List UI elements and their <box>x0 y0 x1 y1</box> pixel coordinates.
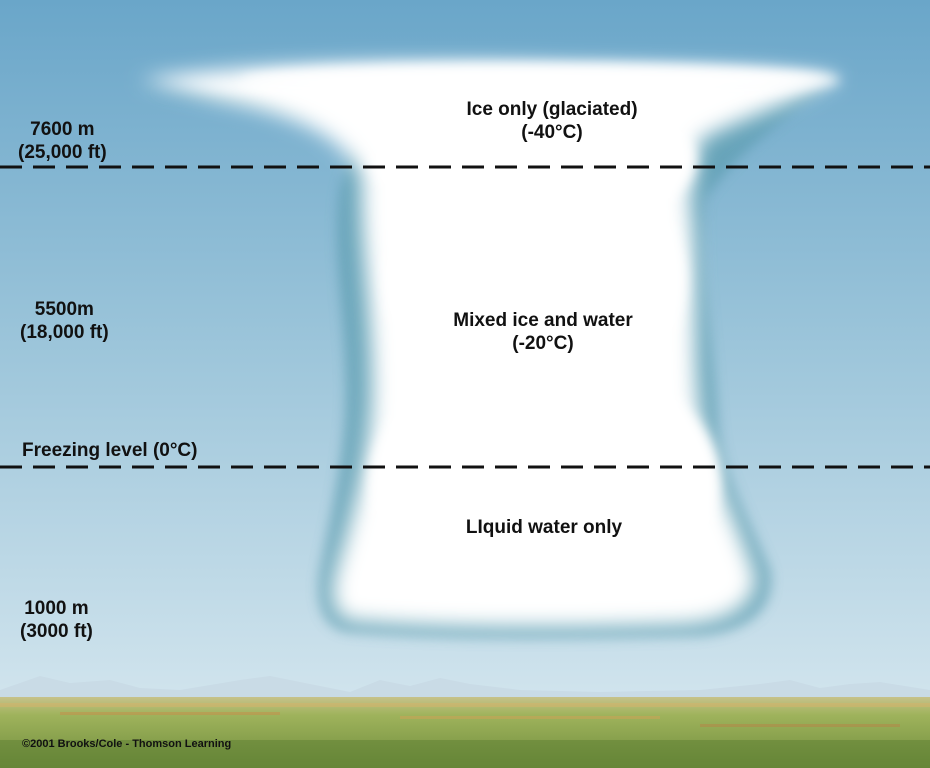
altitude-5500m-meters: 5500m <box>34 299 94 320</box>
freezing-level-label: Freezing level (0°C) <box>22 440 198 461</box>
zone-mixed-text: Mixed ice and water <box>453 310 633 331</box>
altitude-1000m-feet: (3000 ft) <box>20 621 93 642</box>
altitude-label-5500m: 5500m (18,000 ft) <box>20 298 109 344</box>
zone-ice-only-text: Ice only (glaciated) <box>466 99 638 120</box>
altitude-5500m-feet: (18,000 ft) <box>20 322 109 343</box>
altitude-label-7600m: 7600 m (25,000 ft) <box>18 118 107 164</box>
altitude-label-1000m: 1000 m (3000 ft) <box>20 597 93 643</box>
altitude-7600m-meters: 7600 m <box>30 119 95 140</box>
altitude-1000m-meters: 1000 m <box>24 598 89 619</box>
cloud-core <box>240 64 840 600</box>
zone-ice-only-temp: (-40°C) <box>521 122 583 143</box>
zone-label-liquid: LIquid water only <box>465 517 623 538</box>
ground-texture <box>0 703 930 768</box>
zone-label-ice-only: Ice only (glaciated) (-40°C) <box>466 98 637 144</box>
altitude-7600m-feet: (25,000 ft) <box>18 142 107 163</box>
zone-label-mixed: Mixed ice and water (-20°C) <box>453 309 633 355</box>
copyright-notice: ©2001 Brooks/Cole - Thomson Learning <box>22 738 232 750</box>
zone-mixed-temp: (-20°C) <box>512 333 574 354</box>
